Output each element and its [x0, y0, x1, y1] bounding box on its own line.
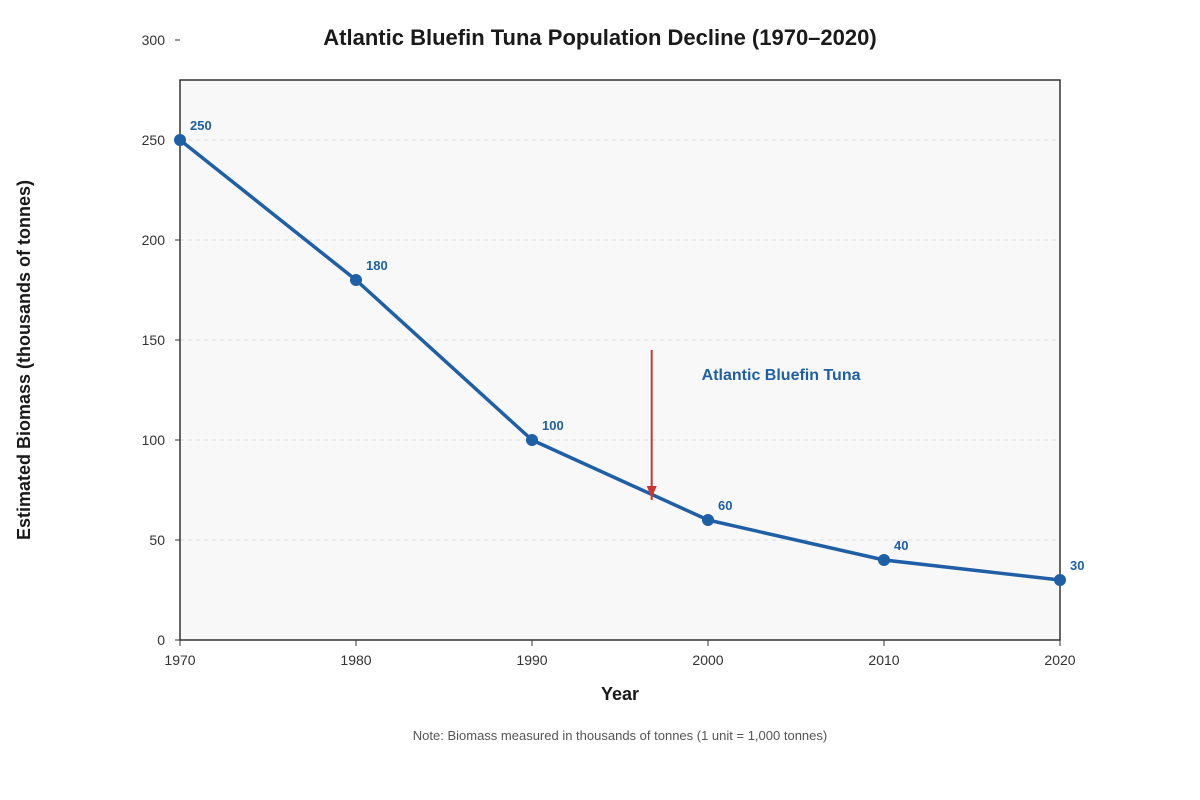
data-label: 40	[894, 538, 908, 553]
plot-area	[180, 80, 1060, 640]
data-label: 100	[542, 418, 564, 433]
x-tick-label: 2000	[692, 652, 723, 668]
x-tick-label: 1990	[516, 652, 547, 668]
data-point	[350, 274, 362, 286]
y-tick-label: 100	[142, 432, 166, 448]
annotation-arrow	[646, 350, 657, 500]
y-tick-label: 300	[142, 32, 166, 48]
grid-lines	[180, 139, 1060, 541]
y-axis-ticks: 0 50 100 150 200 250 300	[142, 32, 180, 648]
plot-frame	[179, 79, 1061, 641]
series-line	[178, 138, 1061, 582]
data-label: 60	[718, 498, 732, 513]
data-points	[174, 134, 1066, 586]
y-tick-label: 0	[157, 632, 165, 648]
y-axis-title: Estimated Biomass (thousands of tonnes)	[14, 180, 34, 540]
x-axis-ticks: 1970 1980 1990 2000 2010 2020	[164, 640, 1076, 668]
chart-title: Atlantic Bluefin Tuna Population Decline…	[323, 25, 876, 50]
axes	[179, 79, 1061, 641]
y-tick-label: 150	[142, 332, 166, 348]
data-label: 30	[1070, 558, 1084, 573]
data-point	[878, 554, 890, 566]
data-point	[174, 134, 186, 146]
data-point	[702, 514, 714, 526]
y-tick-label: 250	[142, 132, 166, 148]
annotation-label: Atlantic Bluefin Tuna	[702, 367, 861, 384]
x-tick-label: 2010	[868, 652, 899, 668]
data-point	[526, 434, 538, 446]
chart-note: Note: Biomass measured in thousands of t…	[413, 728, 827, 743]
data-labels: 250 180 100 60 40 30	[190, 118, 1084, 573]
x-tick-label: 1970	[164, 652, 195, 668]
x-tick-label: 1980	[340, 652, 371, 668]
y-tick-label: 200	[142, 232, 166, 248]
annotation-arrowhead	[646, 486, 657, 498]
x-axis-title: Year	[601, 684, 639, 704]
x-tick-label: 2020	[1044, 652, 1075, 668]
data-label: 250	[190, 118, 212, 133]
y-tick-label: 50	[149, 532, 165, 548]
data-label: 180	[366, 258, 388, 273]
data-point	[1054, 574, 1066, 586]
